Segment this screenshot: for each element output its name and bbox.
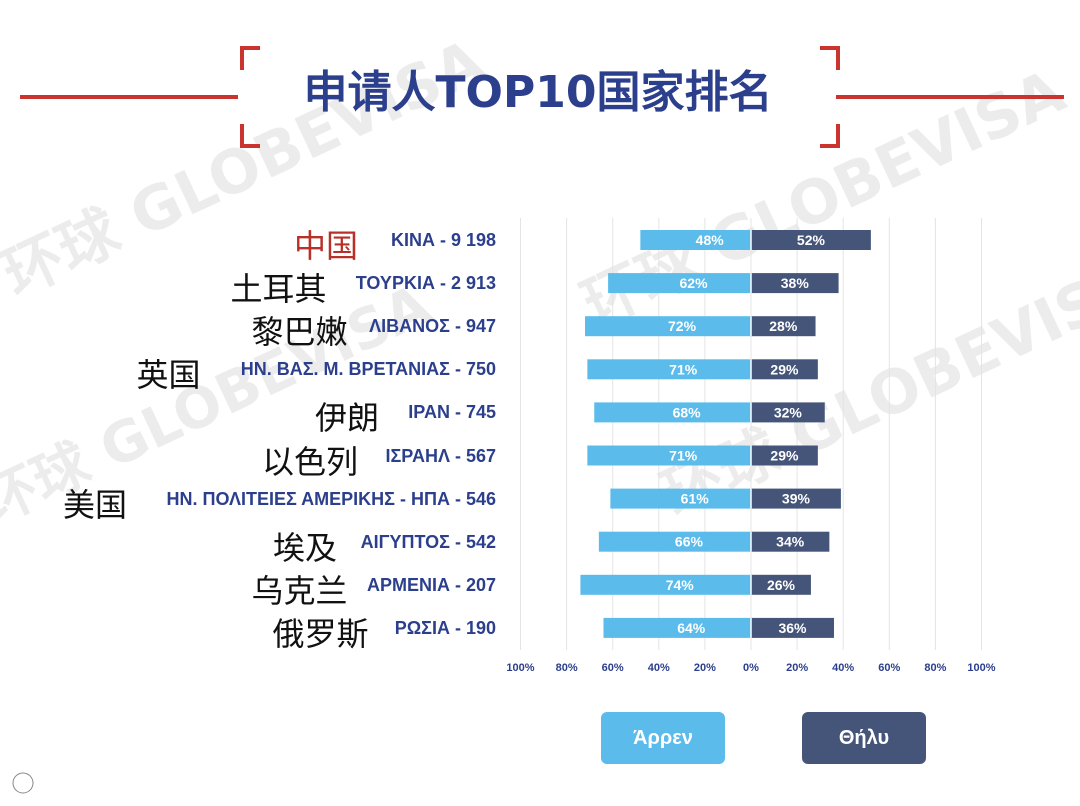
category-label-chinese: 英国 [136, 356, 201, 395]
data-label-female: 28% [769, 318, 798, 334]
title-rule-left [20, 95, 238, 99]
category-label-greek: ΙΣΡΑΗΛ - 567 [385, 445, 496, 466]
brand-logo [8, 768, 148, 798]
data-label-female: 39% [782, 491, 811, 507]
x-tick-label: 0% [743, 662, 759, 674]
bar-male [587, 359, 751, 380]
bar-male [594, 402, 751, 423]
bar-female [751, 273, 839, 294]
x-tick-label: 80% [924, 662, 946, 674]
category-label-greek: ΙΡΑΝ - 745 [408, 402, 496, 423]
bracket-top-left [240, 46, 260, 70]
x-tick-label: 40% [832, 662, 854, 674]
data-label-male: 71% [669, 361, 698, 377]
category-label-greek: ΡΩΣΙΑ - 190 [394, 617, 496, 638]
data-label-female: 36% [778, 620, 807, 636]
bar-male [640, 230, 751, 250]
data-label-male: 72% [668, 318, 697, 334]
x-tick-label: 100% [506, 662, 534, 674]
bar-male [610, 488, 751, 509]
data-label-male: 74% [666, 577, 695, 593]
title-rule-right [836, 95, 1064, 99]
data-label-female: 32% [774, 404, 803, 420]
x-tick-label: 60% [878, 662, 900, 674]
category-label-chinese: 俄罗斯 [272, 614, 369, 653]
category-label-chinese: 土耳其 [230, 270, 327, 309]
category-label-chinese: 以色列 [261, 442, 358, 481]
category-label-chinese: 中国 [293, 227, 358, 265]
bar-female [751, 488, 841, 509]
data-label-male: 68% [673, 404, 702, 420]
bar-female [751, 617, 834, 638]
data-label-female: 29% [770, 448, 799, 464]
data-label-female: 38% [781, 275, 810, 291]
category-label-greek: ΑΙΓΥΠΤΟΣ - 542 [360, 531, 496, 552]
bracket-bottom-left [240, 124, 260, 148]
bar-male [608, 273, 751, 294]
bar-female [751, 359, 818, 380]
diverging-bar-chart: 100% 80% 60% 40% 20% 0% 20% 40% 60% 80% 100% 48% 52%… [506, 218, 996, 674]
bar-female [751, 445, 818, 466]
bar-female [751, 316, 816, 337]
category-label-greek: ΤΟΥΡΚΙΑ - 2 913 [355, 273, 496, 294]
bar-female [751, 230, 871, 250]
bar-female [751, 574, 811, 595]
category-label-greek: ΗΝ. ΠΟΛΙΤΕΙΕΣ ΑΜΕΡΙΚΗΣ - ΗΠΑ - 546 [166, 488, 497, 509]
bar-male [585, 316, 751, 337]
data-label-female: 52% [797, 232, 826, 248]
data-label-male: 62% [680, 275, 709, 291]
category-label-greek: ΗΝ. ΒΑΣ. Μ. ΒΡΕΤΑΝΙΑΣ - 750 [240, 359, 496, 380]
x-tick-label: 80% [556, 662, 578, 674]
data-label-male: 64% [677, 620, 706, 636]
category-label-chinese: 黎巴嫩 [251, 313, 348, 352]
legend-female: Θήλυ [802, 712, 926, 764]
data-label-female: 26% [767, 577, 796, 593]
chart-title: 申请人TOP10国家排名 [303, 67, 773, 118]
bracket-bottom-right [820, 124, 840, 148]
data-label-female: 34% [776, 534, 805, 550]
category-label-greek: ΚΙΝΑ - 9 198 [390, 230, 496, 250]
category-label-greek: ΛΙΒΑΝΟΣ - 947 [369, 316, 496, 337]
data-label-female: 29% [770, 361, 799, 377]
x-tick-label: 20% [694, 662, 716, 674]
category-label-chinese: 美国 [62, 485, 127, 524]
x-tick-label: 20% [786, 662, 808, 674]
category-label-greek: ΑΡΜΕΝΙΑ - 207 [366, 574, 496, 595]
legend-male: Άρρεν [601, 712, 725, 764]
data-label-male: 71% [669, 448, 698, 464]
bracket-top-right [820, 46, 840, 70]
category-label-chinese: 伊朗 [314, 399, 379, 438]
x-tick-label: 60% [602, 662, 624, 674]
data-label-male: 66% [675, 534, 704, 550]
data-label-male: 48% [696, 232, 725, 248]
x-tick-label: 40% [648, 662, 670, 674]
bar-female [751, 402, 825, 423]
category-label-chinese: 埃及 [272, 528, 337, 567]
bar-male [587, 445, 751, 466]
bar-male [598, 531, 751, 552]
bar-female [751, 531, 830, 552]
data-label-male: 61% [681, 491, 710, 507]
x-tick-label: 100% [967, 662, 995, 674]
bar-male [603, 617, 751, 638]
category-label-chinese: 乌克兰 [251, 571, 348, 610]
bar-male [580, 574, 751, 595]
